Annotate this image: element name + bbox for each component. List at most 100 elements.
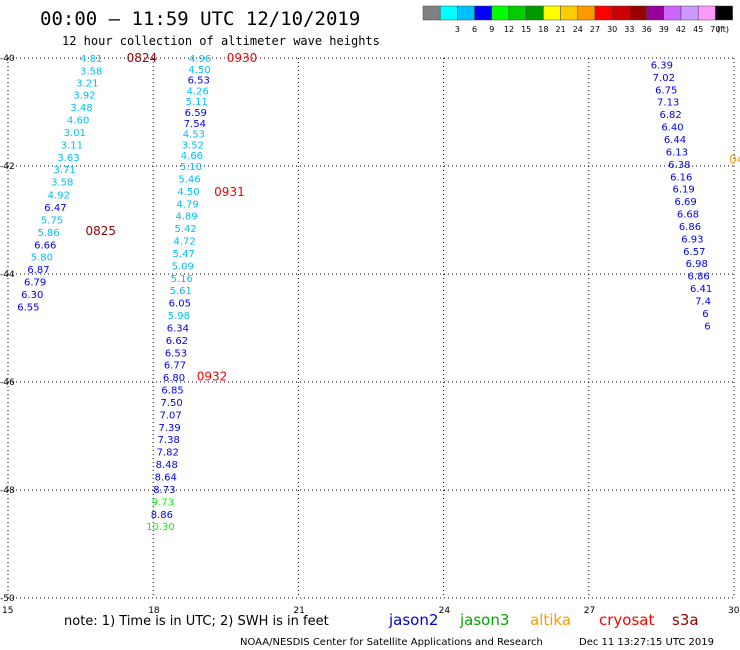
legend-swatch [715, 5, 733, 21]
s3a-wave-height-label: 5.75 [41, 215, 63, 226]
altika-wave-height-label: 6.86 [688, 272, 710, 283]
axis-tick-labels: -40 -42 -44 -46 -48 -50 15 18 21 24 27 30 [0, 54, 740, 616]
footer-timestamp: Dec 11 13:27:15 UTC 2019 [579, 637, 714, 648]
pass-time-label: 0431 [729, 153, 740, 167]
x-tick-label: 30 [728, 606, 740, 616]
satellite-name-jason2: jason2 [388, 611, 438, 629]
color-legend: 3 6 9 12 15 18 21 24 27 30 33 36 39 42 45 70(ft) [422, 5, 733, 34]
cryosat-wave-height-label: 6.05 [169, 299, 191, 310]
cryosat-wave-height-label: 3.52 [182, 140, 204, 151]
altika-wave-height-label: 6.68 [677, 210, 699, 221]
legend-swatch [646, 5, 665, 21]
legend-label: 3 [455, 25, 460, 34]
legend-swatch [457, 5, 475, 21]
cryosat-wave-height-label: 8.64 [155, 473, 177, 484]
chart-subtitle: 12 hour collection of altimeter wave hei… [62, 34, 380, 48]
satellite-name-cryosat: cryosat [599, 611, 654, 629]
legend-label: 33 [624, 25, 634, 34]
s3a-wave-height-label: 5.80 [31, 253, 53, 264]
cryosat-wave-height-label: 6.59 [185, 108, 207, 119]
legend-swatch [439, 5, 458, 21]
s3a-wave-height-label: 3.01 [64, 128, 86, 139]
satellite-name-s3a: s3a [672, 611, 699, 629]
altika-wave-height-label: 6.40 [661, 123, 683, 134]
legend-label: 70 [710, 25, 720, 34]
s3a-wave-height-label: 3.21 [76, 78, 98, 89]
legend-swatch [491, 5, 510, 21]
altika-wave-height-label: 6 [704, 321, 710, 332]
cryosat-wave-height-label: 10.30 [146, 522, 175, 533]
legend-swatch [680, 5, 699, 21]
cryosat-wave-height-label: 4.50 [177, 187, 199, 198]
legend-label: 30 [607, 25, 617, 34]
cryosat-wave-height-label: 6.53 [188, 76, 210, 87]
s3a-wave-height-label: 6.66 [34, 240, 56, 251]
altika-wave-height-label: 6.44 [664, 135, 686, 146]
legend-swatch [543, 5, 561, 21]
cryosat-wave-height-label: 5.09 [172, 261, 194, 272]
pass-time-label: 0824 [127, 51, 158, 65]
cryosat-wave-height-label: 7.82 [157, 448, 179, 459]
s3a-wave-height-label: 3.58 [51, 178, 73, 189]
legend-label: 12 [504, 25, 514, 34]
y-tick-label: -50 [0, 594, 15, 604]
s3a-wave-height-label: 3.63 [57, 153, 79, 164]
cryosat-wave-height-label: 4.50 [189, 65, 211, 76]
altika-wave-height-label: 6.57 [683, 247, 705, 258]
legend-swatch [663, 5, 682, 21]
cryosat-wave-height-label: 5.16 [171, 274, 193, 285]
cryosat-wave-height-label: 9.73 [152, 497, 174, 508]
pass-time-label: 0825 [85, 224, 116, 238]
legend-swatch [474, 5, 493, 21]
altika-wave-height-label: 6.19 [673, 185, 695, 196]
x-tick-label: 27 [584, 606, 595, 616]
cryosat-wave-height-label: 5.11 [186, 97, 208, 108]
s3a-wave-height-label: 5.86 [38, 228, 60, 239]
cryosat-wave-height-label: 5.47 [173, 249, 195, 260]
cryosat-wave-height-label: 4.66 [181, 151, 203, 162]
cryosat-wave-height-label: 5.10 [180, 162, 202, 173]
altika-wave-height-label: 6 [702, 309, 708, 320]
legend-swatch [422, 5, 441, 21]
altika-wave-height-label: 6.41 [690, 284, 712, 295]
altika-wave-height-label: 6.16 [670, 172, 692, 183]
footer-credit: NOAA/NESDIS Center for Satellite Applica… [240, 637, 543, 648]
s3a-wave-height-label: 3.11 [61, 140, 83, 151]
x-tick-label: 18 [148, 606, 160, 616]
cryosat-wave-height-label: 6.85 [161, 386, 183, 397]
legend-swatch [611, 5, 630, 21]
y-tick-label: -46 [0, 378, 15, 388]
altika-wave-height-label: 6.98 [686, 259, 708, 270]
cryosat-wave-height-label: 8.73 [153, 485, 175, 496]
altika-wave-height-label: 6.69 [674, 197, 696, 208]
legend-swatch [594, 5, 613, 21]
cryosat-wave-height-label: 4.89 [175, 212, 197, 223]
cryosat-wave-height-label: 6.53 [165, 348, 187, 359]
chart-title: 00:00 – 11:59 UTC 12/10/2019 [40, 8, 360, 30]
cryosat-wave-height-label: 4.96 [189, 54, 211, 65]
pass-time-label: 0930 [227, 51, 258, 65]
legend-swatch [577, 5, 596, 21]
s3a-wave-height-label: 3.58 [80, 66, 102, 77]
altika-wave-height-label: 7.13 [657, 98, 679, 109]
legend-label: 36 [642, 25, 652, 34]
cryosat-wave-height-label: 6.77 [164, 361, 186, 372]
altika-wave-height-label: 6.82 [659, 110, 681, 121]
cryosat-wave-height-label: 5.98 [168, 311, 190, 322]
s3a-wave-height-label: 6.30 [21, 290, 43, 301]
x-tick-label: 15 [2, 606, 13, 616]
satellite-name-altika: altika [530, 611, 571, 629]
s3a-wave-height-label: 6.79 [24, 278, 46, 289]
legend-unit: (ft) [717, 25, 729, 34]
y-tick-label: -44 [0, 270, 15, 280]
cryosat-wave-height-label: 8.86 [151, 510, 173, 521]
cryosat-wave-height-label: 7.50 [160, 398, 182, 409]
s3a-wave-height-label: 6.87 [27, 265, 49, 276]
legend-swatch [508, 5, 527, 21]
y-tick-label: -48 [0, 486, 15, 496]
legend-label: 21 [556, 25, 566, 34]
cryosat-wave-height-label: 7.38 [158, 435, 180, 446]
altika-wave-height-label: 6.75 [655, 85, 677, 96]
cryosat-wave-height-label: 6.34 [167, 323, 189, 334]
legend-label: 9 [489, 25, 494, 34]
